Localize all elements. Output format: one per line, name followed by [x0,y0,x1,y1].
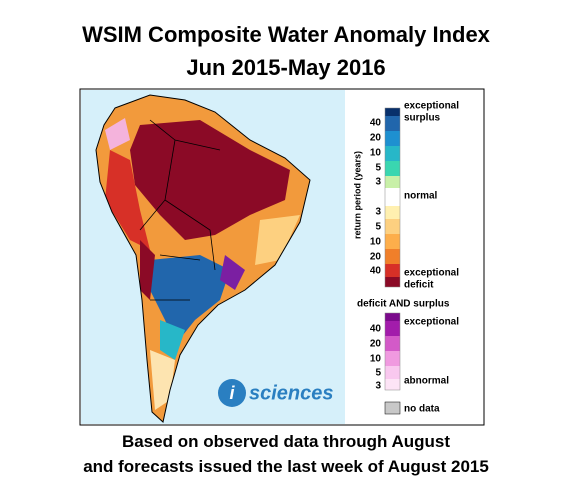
legend-tick-label: 3 [375,381,381,392]
legend-label: deficit [404,280,434,291]
legend-swatch [385,206,400,219]
legend-label: surplus [404,113,441,124]
legend-axis-label: return period (years) [352,151,362,239]
title-line: WSIM Composite Water Anomaly Index [82,22,490,47]
legend-tick-label: 20 [370,252,382,263]
legend-tick-label: 10 [370,148,382,159]
legend-label: normal [404,191,438,202]
legend-label: exceptional [404,317,459,328]
legend-swatch [385,188,400,206]
legend-swatch [385,366,400,379]
legend-swatch [385,277,400,287]
legend-tick-label: 5 [375,368,381,379]
legend-swatch [385,321,400,336]
borders [139,119,221,301]
caption-line: and forecasts issued the last week of Au… [83,457,489,476]
legend-label: exceptional [404,268,459,279]
legend-swatch [385,313,400,321]
legend-swatch [385,108,400,116]
legend-swatch [385,219,400,234]
legend-swatch [385,336,400,351]
legend-outline [384,107,401,288]
legend-swatch [385,264,400,277]
legend-swatch [384,401,401,415]
caption-line: Based on observed data through August [121,432,451,451]
legend-swatch [385,351,400,366]
legend-swatch [385,116,400,131]
legend-tick-label: 3 [375,207,381,218]
coastline [95,94,311,423]
legend-swatch [385,131,400,146]
legend-tick-label: 20 [370,133,382,144]
legend-swatch [385,379,400,390]
legend-tick-label: 10 [370,354,382,365]
legend: return period (years) 40 20 10 5 3 3 5 10 20 40 ex… [352,101,459,415]
legend-title: deficit AND surplus [357,299,450,310]
legend-label: exceptional [404,101,459,112]
legend-swatch [385,146,400,161]
legend-tick-label: 3 [375,177,381,188]
legend-tick-label: 40 [370,266,382,277]
legend-label: no data [404,404,440,415]
logo-mark [218,379,246,407]
legend-tick-label: 40 [370,118,382,129]
legend-swatch [385,161,400,176]
title-line: Jun 2015-May 2016 [186,55,386,80]
legend-swatch [385,234,400,249]
legend-tick-label: 40 [370,324,382,335]
legend-swatch [385,249,400,264]
legend-tick-label: 20 [370,339,382,350]
logo-text: sciences [249,382,334,404]
legend-tick-label: 10 [370,237,382,248]
legend-outline [384,312,401,391]
legend-swatch [385,176,400,188]
logo-i: i [229,383,235,403]
legend-label: abnormal [404,376,449,387]
legend-tick-label: 5 [375,222,381,233]
legend-tick-label: 5 [375,163,381,174]
